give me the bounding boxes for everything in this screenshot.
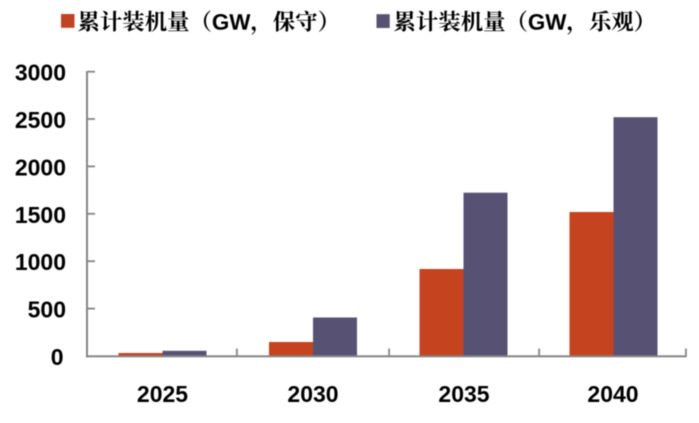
svg-text:2025: 2025 bbox=[137, 381, 188, 407]
svg-text:2500: 2500 bbox=[15, 107, 66, 133]
svg-text:0: 0 bbox=[51, 344, 64, 370]
svg-text:500: 500 bbox=[28, 296, 66, 322]
svg-text:3000: 3000 bbox=[15, 60, 66, 86]
svg-text:2040: 2040 bbox=[587, 381, 638, 407]
svg-text:1500: 1500 bbox=[15, 202, 66, 228]
svg-text:2000: 2000 bbox=[15, 154, 66, 180]
svg-text:2030: 2030 bbox=[287, 381, 338, 407]
svg-text:2035: 2035 bbox=[438, 381, 489, 407]
svg-text:1000: 1000 bbox=[15, 249, 66, 275]
